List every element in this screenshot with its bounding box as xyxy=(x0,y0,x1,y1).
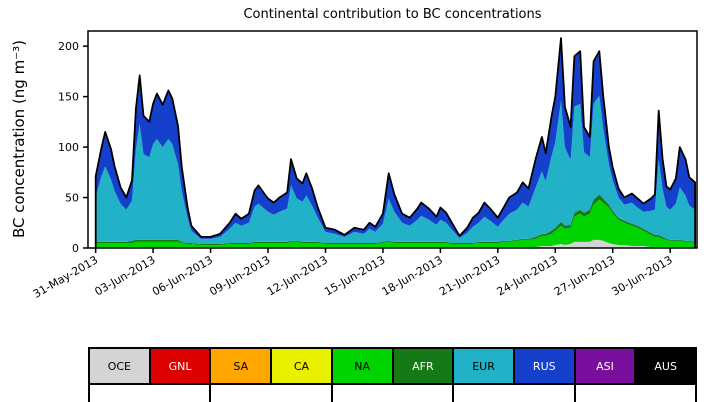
x-tick-label: 06-Jun-2013 xyxy=(150,253,215,298)
legend-cell-afr: AFR xyxy=(391,349,453,383)
legend-sub-cell xyxy=(209,385,330,402)
x-tick-label: 18-Jun-2013 xyxy=(380,253,445,298)
legend-cell-ca: CA xyxy=(270,349,331,383)
x-tick-label: 24-Jun-2013 xyxy=(495,253,560,298)
x-tick-label: 12-Jun-2013 xyxy=(265,253,330,298)
legend-label-gnl: GNL xyxy=(168,359,192,373)
legend-label-na: NA xyxy=(354,359,371,373)
legend-label-rus: RUS xyxy=(532,359,556,373)
x-tick-label: 27-Jun-2013 xyxy=(552,253,617,298)
chart-title: Continental contribution to BC concentra… xyxy=(243,7,542,22)
x-tick-label: 31-May-2013 xyxy=(31,253,100,301)
y-tick-label: 0 xyxy=(72,242,79,255)
legend-cell-oce: OCE xyxy=(90,349,149,383)
y-tick-label: 200 xyxy=(58,40,79,53)
area-eur xyxy=(95,95,696,244)
legend-sub-cell xyxy=(452,385,573,402)
legend-cell-aus: AUS xyxy=(634,349,696,383)
legend-cell-eur: EUR xyxy=(452,349,513,383)
legend-table: OCE GNL SA CA NA AFR EUR RUS ASI AUS xyxy=(88,347,697,385)
area-afr xyxy=(95,194,696,245)
legend-label-aus: AUS xyxy=(654,359,677,373)
y-tick-label: 50 xyxy=(65,192,79,205)
y-tick-label: 150 xyxy=(58,91,79,104)
plot-area: 0 50 100 150 200 31-May-201303-Jun-201306-Jun… xyxy=(31,30,698,301)
area-oce xyxy=(95,239,696,248)
legend-sub-cell xyxy=(573,385,695,402)
x-tick-label: 21-Jun-2013 xyxy=(437,253,502,298)
x-tick-label: 03-Jun-2013 xyxy=(92,253,157,298)
legend-label-sa: SA xyxy=(233,359,249,373)
axes-box xyxy=(87,30,698,249)
legend-cell-rus: RUS xyxy=(512,349,574,383)
legend-sub-cell xyxy=(330,385,452,402)
legend-cell-na: NA xyxy=(330,349,392,383)
legend-cell-gnl: GNL xyxy=(148,349,210,383)
legend-cell-sa: SA xyxy=(209,349,271,383)
legend-sub-cell xyxy=(90,385,209,402)
legend-label-afr: AFR xyxy=(412,359,434,373)
legend-sub-row xyxy=(88,385,697,402)
x-tick-label: 15-Jun-2013 xyxy=(322,253,387,298)
x-tick-label: 30-Jun-2013 xyxy=(610,253,675,298)
y-tick-label: 100 xyxy=(58,141,79,154)
legend-label-eur: EUR xyxy=(472,359,495,373)
area-na xyxy=(95,199,696,247)
legend-cell-asi: ASI xyxy=(573,349,635,383)
total-outline xyxy=(94,37,696,248)
x-tick-label: 09-Jun-2013 xyxy=(207,253,272,298)
legend-label-asi: ASI xyxy=(596,359,614,373)
legend-label-ca: CA xyxy=(293,359,310,373)
legend-label-oce: OCE xyxy=(107,359,131,373)
